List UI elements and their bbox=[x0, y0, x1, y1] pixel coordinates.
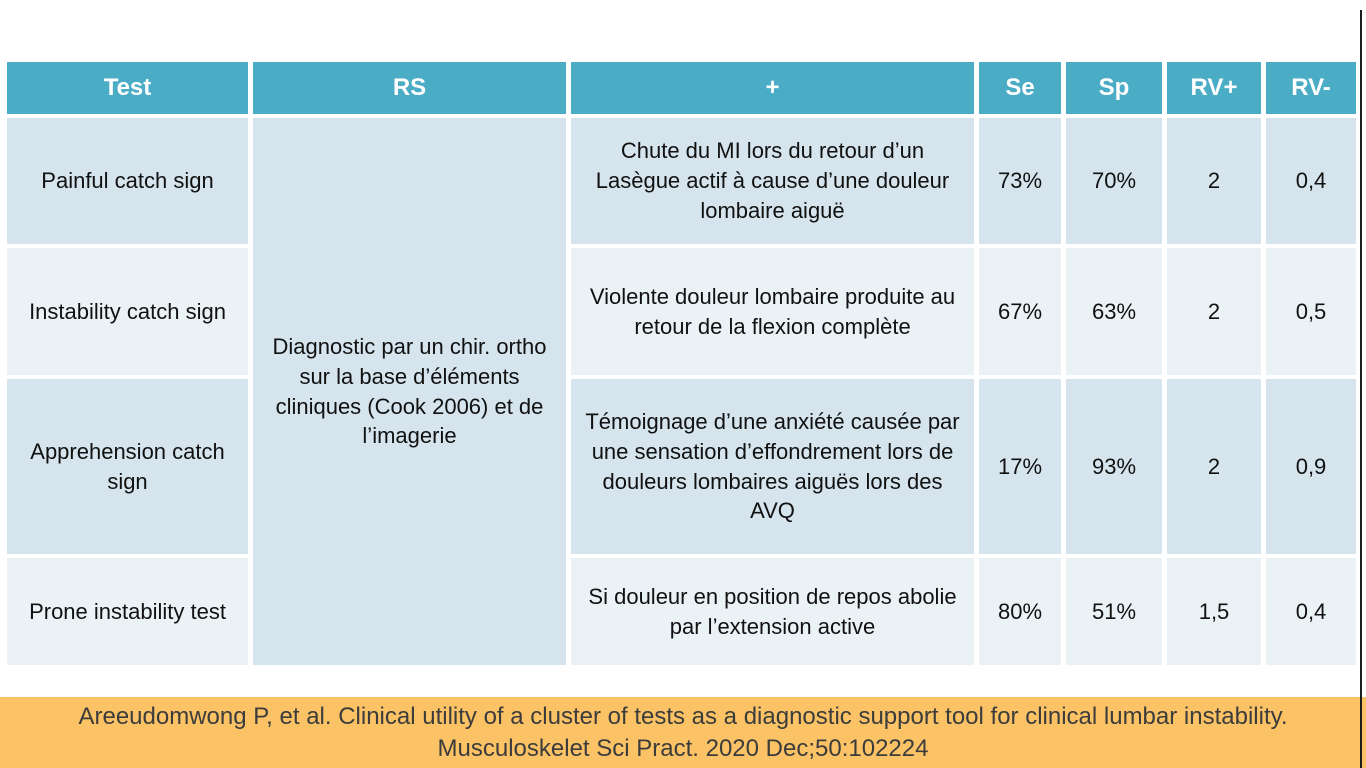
column-header-rv-plus: RV+ bbox=[1167, 62, 1261, 114]
cell-rv-plus: 2 bbox=[1167, 379, 1261, 554]
cell-sensitivity: 17% bbox=[979, 379, 1061, 554]
cell-rv-plus: 2 bbox=[1167, 248, 1261, 375]
column-header-test: Test bbox=[7, 62, 248, 114]
cell-test-name: Apprehension catch sign bbox=[7, 379, 248, 554]
citation-text: Areeudomwong P, et al. Clinical utility … bbox=[78, 703, 1288, 762]
column-header-sp: Sp bbox=[1066, 62, 1162, 114]
cell-test-name: Prone instability test bbox=[7, 558, 248, 665]
cell-rs-merged: Diagnostic par un chir. ortho sur la bas… bbox=[253, 118, 566, 665]
cell-sensitivity: 80% bbox=[979, 558, 1061, 665]
column-header-plus: + bbox=[571, 62, 974, 114]
table-row: Prone instability test Si douleur en pos… bbox=[7, 558, 1356, 665]
cell-specificity: 70% bbox=[1066, 118, 1162, 244]
diagnostic-tests-table: Test RS + Se Sp RV+ RV- Painful catch si… bbox=[2, 58, 1361, 669]
table-row: Painful catch sign Diagnostic par un chi… bbox=[7, 118, 1356, 665]
citation-banner: Areeudomwong P, et al. Clinical utility … bbox=[0, 697, 1366, 768]
cell-specificity: 63% bbox=[1066, 248, 1162, 375]
cell-specificity: 51% bbox=[1066, 558, 1162, 665]
column-header-rs: RS bbox=[253, 62, 566, 114]
cell-rv-plus: 2 bbox=[1167, 118, 1261, 244]
cell-plus-description: Si douleur en position de repos abolie p… bbox=[571, 558, 974, 665]
table-header-row: Test RS + Se Sp RV+ RV- bbox=[7, 62, 1356, 114]
cell-plus-description: Témoignage d’une anxiété causée par une … bbox=[571, 379, 974, 554]
cell-rv-plus: 1,5 bbox=[1167, 558, 1261, 665]
cell-rv-minus: 0,9 bbox=[1266, 379, 1356, 554]
cell-sensitivity: 73% bbox=[979, 118, 1061, 244]
cell-test-name: Painful catch sign bbox=[7, 118, 248, 244]
column-header-se: Se bbox=[979, 62, 1061, 114]
table-row: Instability catch sign Violente douleur … bbox=[7, 248, 1356, 375]
cell-specificity: 93% bbox=[1066, 379, 1162, 554]
cell-test-name: Instability catch sign bbox=[7, 248, 248, 375]
cell-plus-description: Chute du MI lors du retour d’un Lasègue … bbox=[571, 118, 974, 244]
cell-plus-description: Violente douleur lombaire produite au re… bbox=[571, 248, 974, 375]
table-row: Apprehension catch sign Témoignage d’une… bbox=[7, 379, 1356, 554]
page-edge-line bbox=[1360, 10, 1362, 768]
cell-rv-minus: 0,4 bbox=[1266, 118, 1356, 244]
cell-rv-minus: 0,4 bbox=[1266, 558, 1356, 665]
cell-rv-minus: 0,5 bbox=[1266, 248, 1356, 375]
cell-sensitivity: 67% bbox=[979, 248, 1061, 375]
column-header-rv-minus: RV- bbox=[1266, 62, 1356, 114]
